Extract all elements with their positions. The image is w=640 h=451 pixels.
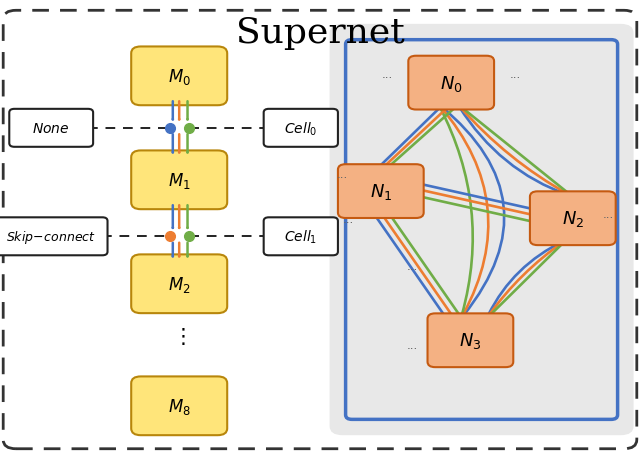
Text: $N_2$: $N_2$ [562, 209, 584, 229]
FancyBboxPatch shape [530, 192, 616, 245]
Text: ...: ... [602, 208, 614, 221]
Text: $\vdots$: $\vdots$ [172, 326, 186, 346]
Text: $M_2$: $M_2$ [168, 274, 191, 294]
FancyBboxPatch shape [0, 218, 108, 256]
Text: ...: ... [343, 212, 355, 225]
FancyBboxPatch shape [408, 56, 494, 110]
FancyBboxPatch shape [338, 165, 424, 219]
FancyBboxPatch shape [264, 110, 338, 147]
Text: $N_1$: $N_1$ [370, 182, 392, 202]
Text: $M_1$: $M_1$ [168, 170, 191, 190]
FancyBboxPatch shape [9, 110, 93, 147]
Text: $Skip\!-\!connect$: $Skip\!-\!connect$ [6, 228, 96, 245]
Text: ...: ... [509, 68, 521, 81]
FancyBboxPatch shape [131, 47, 227, 106]
Text: Supernet: Supernet [236, 16, 404, 50]
Text: $N_3$: $N_3$ [459, 331, 482, 350]
Text: $M_8$: $M_8$ [168, 396, 191, 416]
Text: ...: ... [407, 260, 419, 272]
Text: ...: ... [381, 68, 393, 81]
Text: $N_0$: $N_0$ [440, 74, 463, 93]
FancyBboxPatch shape [131, 255, 227, 313]
Text: ...: ... [337, 167, 348, 180]
FancyBboxPatch shape [428, 314, 513, 367]
Text: ...: ... [407, 339, 419, 351]
FancyBboxPatch shape [131, 377, 227, 435]
FancyBboxPatch shape [264, 218, 338, 256]
FancyBboxPatch shape [330, 25, 634, 435]
Text: $Cell_0$: $Cell_0$ [284, 120, 317, 137]
FancyBboxPatch shape [131, 151, 227, 210]
Text: $M_0$: $M_0$ [168, 67, 191, 87]
Text: $Cell_1$: $Cell_1$ [284, 228, 317, 245]
Text: $None$: $None$ [33, 122, 70, 135]
